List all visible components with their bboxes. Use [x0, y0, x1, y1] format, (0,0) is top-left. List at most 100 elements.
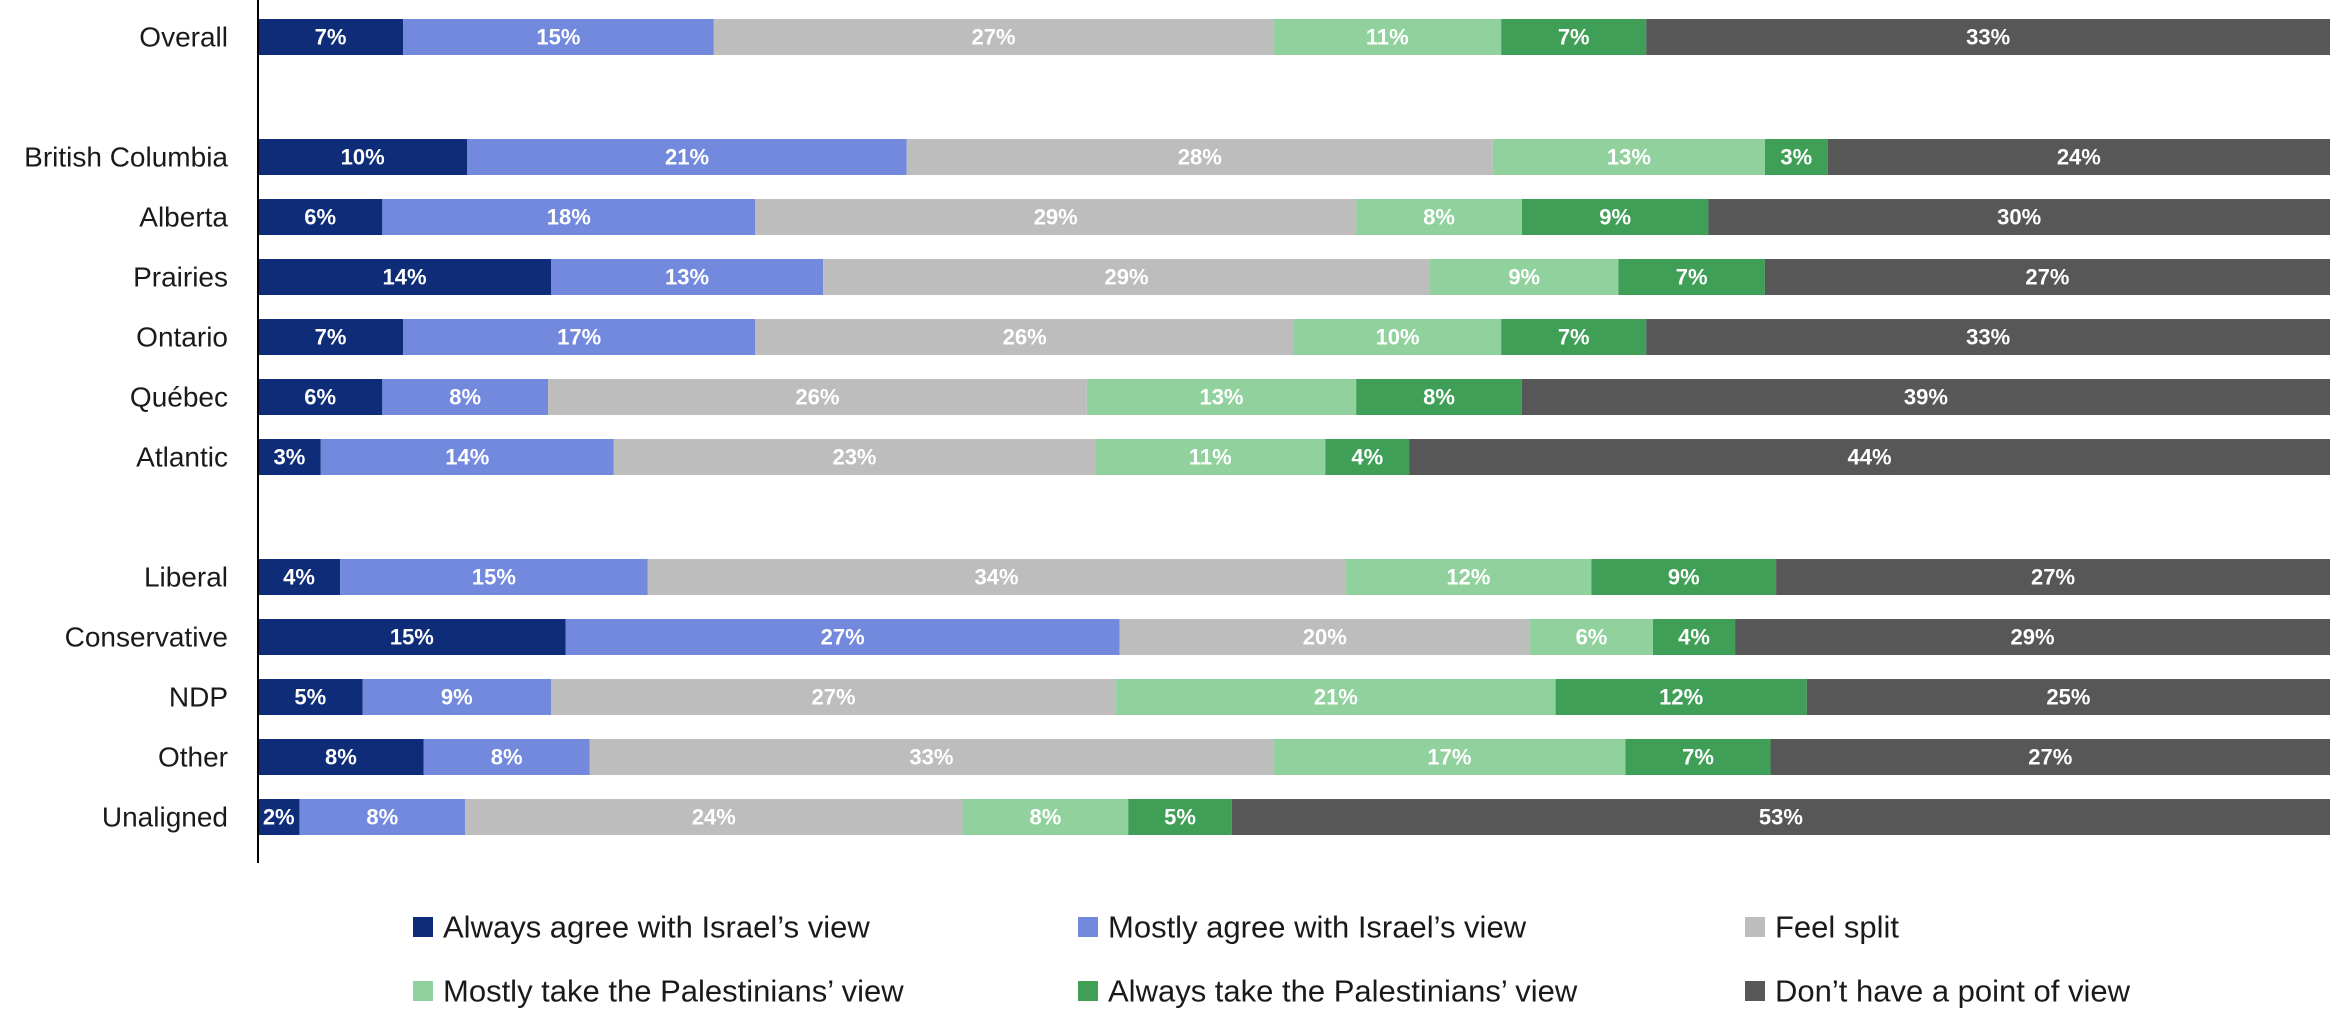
category-label: Atlantic — [136, 442, 228, 473]
bar-segment-conservative-feel-split — [1119, 619, 1530, 655]
data-label: 8% — [325, 745, 357, 770]
bar-segment-ndp-mostly-agree-with-israel-s-view — [362, 679, 552, 715]
data-label: 7% — [1682, 745, 1714, 770]
data-label: 20% — [1303, 625, 1347, 650]
bar-segment-ndp-feel-split — [551, 679, 1117, 715]
bar-segment-alberta-feel-split — [755, 199, 1357, 235]
data-label: 24% — [2057, 145, 2101, 170]
bar-segment-british-columbia-don-t-have-a-point-of-view — [1827, 139, 2330, 175]
data-label: 6% — [1576, 625, 1608, 650]
data-label: 8% — [1423, 385, 1455, 410]
data-label: 7% — [315, 25, 347, 50]
data-label: 8% — [1423, 205, 1455, 230]
data-label: 2% — [263, 805, 295, 830]
data-label: 27% — [2028, 745, 2072, 770]
data-label: 7% — [1558, 325, 1590, 350]
bar-segment-ndp-always-agree-with-israel-s-view — [258, 679, 363, 715]
data-label: 9% — [1508, 265, 1540, 290]
legend-swatch-always-take-the-palestinians-view — [1078, 981, 1098, 1001]
legend-swatch-mostly-agree-with-israel-s-view — [1078, 917, 1098, 937]
bar-segment-liberal-always-take-the-palestinians-view — [1591, 559, 1777, 595]
data-label: 9% — [1599, 205, 1631, 230]
category-label: Overall — [139, 22, 228, 53]
data-label: 13% — [1607, 145, 1651, 170]
data-label: 12% — [1446, 565, 1490, 590]
data-label: 13% — [1199, 385, 1243, 410]
data-label: 7% — [1676, 265, 1708, 290]
bar-segment-prairies-feel-split — [823, 259, 1431, 295]
data-label: 29% — [2011, 625, 2055, 650]
data-label: 33% — [909, 745, 953, 770]
bar-segment-atlantic-always-take-the-palestinians-view — [1325, 439, 1410, 475]
data-label: 33% — [1966, 325, 2010, 350]
bar-segment-alberta-always-take-the-palestinians-view — [1521, 199, 1709, 235]
bar-segment-overall-always-take-the-palestinians-view — [1501, 19, 1647, 55]
data-label: 8% — [366, 805, 398, 830]
data-label: 24% — [692, 805, 736, 830]
bar-segment-other-always-agree-with-israel-s-view — [258, 739, 424, 775]
category-label: Prairies — [133, 262, 228, 293]
bar-segment-liberal-don-t-have-a-point-of-view — [1776, 559, 2330, 595]
data-label: 17% — [1427, 745, 1471, 770]
bar-segment-conservative-mostly-take-the-palestinians-view — [1529, 619, 1654, 655]
data-label: 44% — [1848, 445, 1892, 470]
bar-segment-overall-always-agree-with-israel-s-view — [258, 19, 404, 55]
category-labels-layer: Overall British Columbia Alberta Prairies On… — [24, 22, 228, 833]
data-label: 27% — [812, 685, 856, 710]
bar-segment-atlantic-don-t-have-a-point-of-view — [1409, 439, 2330, 475]
bar-segment-other-feel-split — [589, 739, 1274, 775]
bar-segment-liberal-mostly-agree-with-israel-s-view — [340, 559, 648, 595]
data-label: 29% — [1034, 205, 1078, 230]
data-label: 9% — [441, 685, 473, 710]
legend-swatch-mostly-take-the-palestinians-view — [413, 981, 433, 1001]
bar-segment-prairies-mostly-agree-with-israel-s-view — [551, 259, 824, 295]
legend: Always agree with Israel’s view Mostly ag… — [413, 910, 2131, 1009]
data-label: 6% — [304, 205, 336, 230]
data-label: 4% — [1351, 445, 1383, 470]
bar-segment-british-columbia-mostly-take-the-palestinians-view — [1492, 139, 1765, 175]
data-label: 18% — [547, 205, 591, 230]
bar-segment-qu-bec-always-take-the-palestinians-view — [1356, 379, 1522, 415]
bar-segment-qu-bec-always-agree-with-israel-s-view — [258, 379, 383, 415]
data-label: 28% — [1178, 145, 1222, 170]
bar-segment-atlantic-mostly-agree-with-israel-s-view — [320, 439, 614, 475]
bar-segment-conservative-always-agree-with-israel-s-view — [258, 619, 566, 655]
bar-segment-overall-don-t-have-a-point-of-view — [1646, 19, 2330, 55]
bar-segment-ndp-don-t-have-a-point-of-view — [1806, 679, 2330, 715]
data-label: 11% — [1366, 25, 1409, 50]
category-label: Conservative — [65, 622, 228, 653]
legend-swatch-don-t-have-a-point-of-view — [1745, 981, 1765, 1001]
category-label: NDP — [169, 682, 228, 713]
bar-segment-overall-feel-split — [713, 19, 1274, 55]
data-label: 10% — [1376, 325, 1420, 350]
data-label: 39% — [1904, 385, 1948, 410]
data-label: 8% — [491, 745, 523, 770]
bars-layer: 7% 15% 27% 11% 7% 33% 10% 21% 28% 13% 3% 24% 6% 18% 29… — [258, 19, 2330, 835]
bar-segment-prairies-always-agree-with-israel-s-view — [258, 259, 552, 295]
data-label: 30% — [1997, 205, 2041, 230]
bar-segment-conservative-don-t-have-a-point-of-view — [1735, 619, 2330, 655]
legend-label: Feel split — [1775, 910, 1899, 945]
bar-segment-unaligned-mostly-agree-with-israel-s-view — [299, 799, 466, 835]
data-label: 6% — [304, 385, 336, 410]
bar-segment-unaligned-always-take-the-palestinians-view — [1128, 799, 1232, 835]
data-label: 53% — [1759, 805, 1803, 830]
data-label: 27% — [972, 25, 1016, 50]
data-label: 21% — [665, 145, 709, 170]
category-label: Québec — [130, 382, 228, 413]
bar-segment-ontario-always-take-the-palestinians-view — [1501, 319, 1647, 355]
bar-segment-unaligned-don-t-have-a-point-of-view — [1231, 799, 2330, 835]
bar-segment-qu-bec-feel-split — [548, 379, 1087, 415]
bar-segment-british-columbia-always-agree-with-israel-s-view — [258, 139, 468, 175]
category-label: Other — [158, 742, 228, 773]
bar-segment-prairies-don-t-have-a-point-of-view — [1764, 259, 2330, 295]
data-label: 21% — [1314, 685, 1358, 710]
bar-segment-ontario-feel-split — [755, 319, 1294, 355]
bar-segment-ontario-mostly-take-the-palestinians-view — [1294, 319, 1502, 355]
category-label: Alberta — [139, 202, 228, 233]
bar-segment-other-don-t-have-a-point-of-view — [1770, 739, 2330, 775]
data-label: 7% — [1558, 25, 1590, 50]
bar-segment-other-always-take-the-palestinians-view — [1625, 739, 1771, 775]
category-label: Ontario — [136, 322, 228, 353]
bar-segment-unaligned-always-agree-with-israel-s-view — [258, 799, 300, 835]
